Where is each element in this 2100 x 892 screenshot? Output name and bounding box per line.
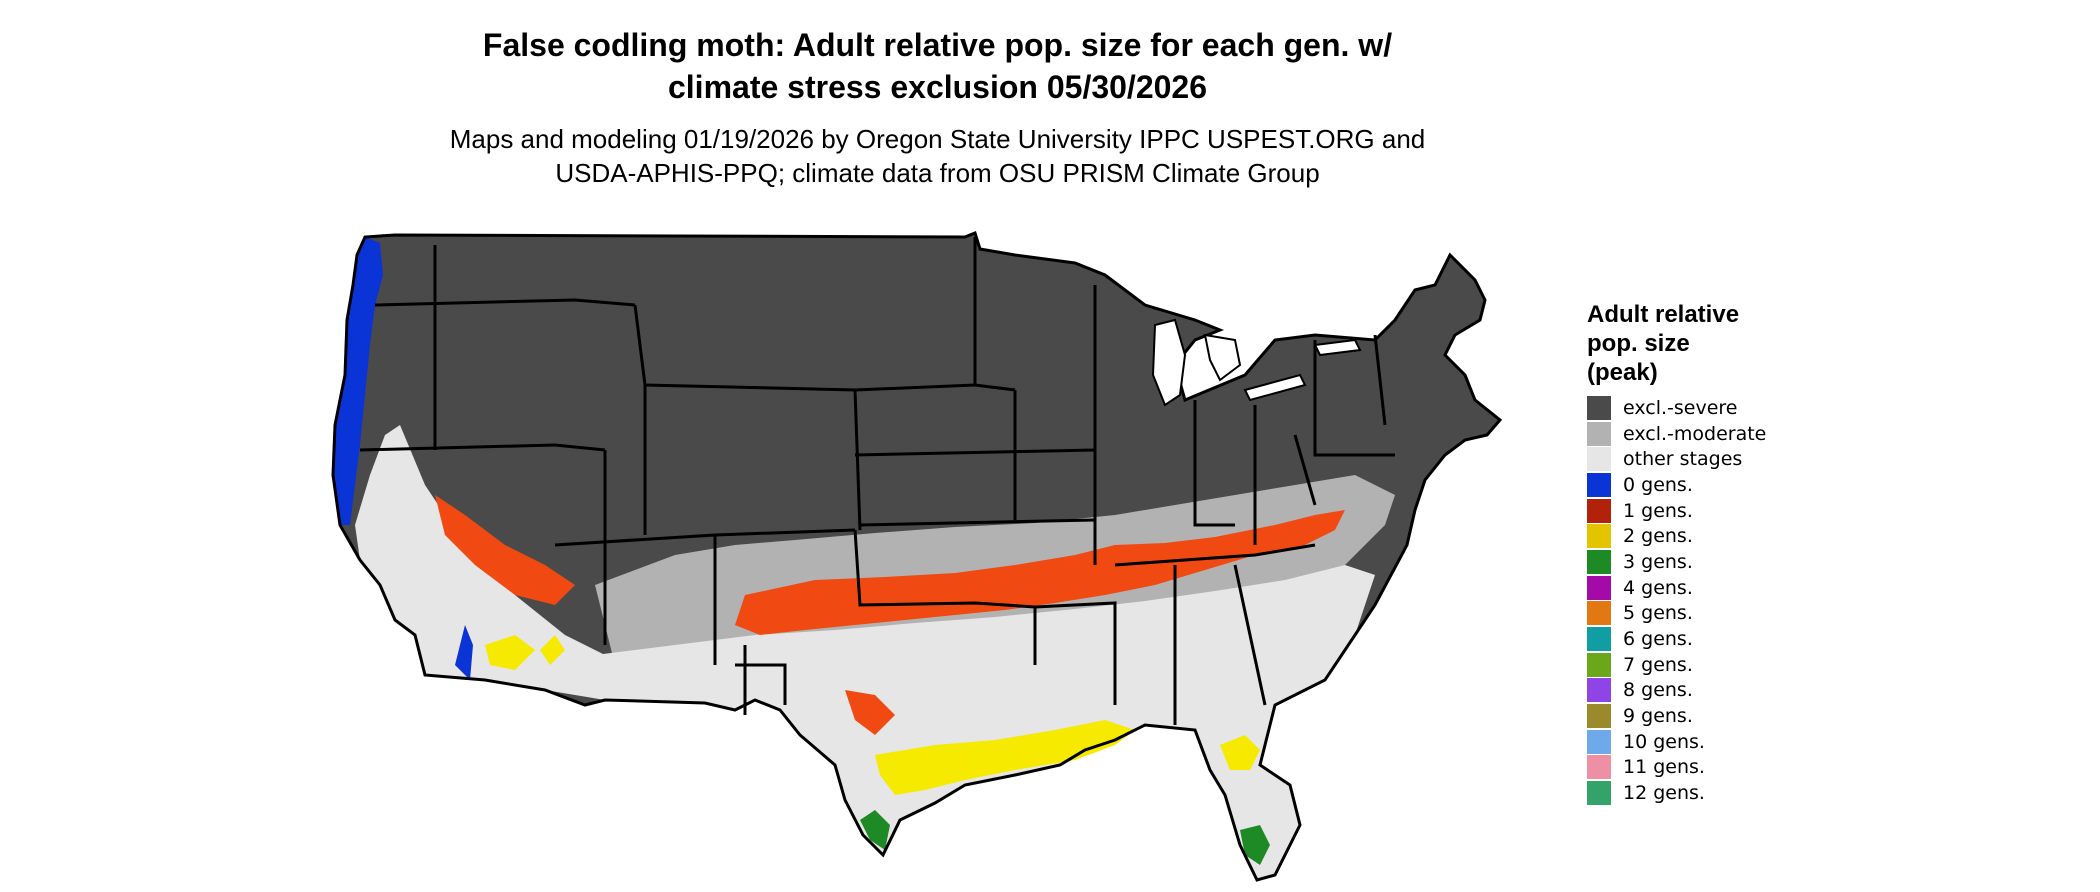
map-subtitle: Maps and modeling 01/19/2026 by Oregon S… [0,122,1875,190]
legend-swatch [1587,447,1611,472]
map-title: False codling moth: Adult relative pop. … [0,24,1875,108]
zone-2-gen-florida [1220,735,1260,770]
title-line-2: climate stress exclusion 05/30/2026 [667,69,1207,105]
legend-swatch [1587,755,1611,780]
legend-label: 7 gens. [1623,653,1693,676]
zone-3-gen-florida [1240,825,1270,865]
legend-swatch [1587,781,1611,806]
legend-title-line-2: pop. size [1587,330,1690,357]
zone-2-gen-gulf [875,720,1135,795]
legend-swatch [1587,601,1611,626]
great-lake-ontario [1313,338,1362,357]
legend-item: 8 gens. [1587,678,1766,704]
legend-label: 6 gens. [1623,628,1693,651]
legend-swatch [1587,549,1611,574]
state-borders [359,237,1395,725]
legend-item: 10 gens. [1587,729,1766,755]
legend-swatch [1587,575,1611,600]
legend-swatch [1587,498,1611,523]
legend-swatch [1587,704,1611,729]
legend-swatch [1587,421,1611,446]
legend-item: 9 gens. [1587,703,1766,729]
subtitle-line-2: USDA-APHIS-PPQ; climate data from OSU PR… [555,158,1320,188]
great-lake-michigan [1151,318,1187,407]
zone-2-gen-arizona [485,635,535,670]
legend-item: 1 gens. [1587,498,1766,524]
legend-title-line-3: (peak) [1587,359,1658,386]
zone-1-gen-texas [845,690,895,735]
legend-label: 4 gens. [1623,576,1693,599]
legend-label: other stages [1623,448,1743,471]
legend: Adult relative pop. size (peak) excl.-se… [1587,300,1766,806]
legend-swatch [1587,395,1611,420]
legend-label: 2 gens. [1623,525,1693,548]
zone-other-stages-south [595,565,1375,880]
great-lake-huron [1203,333,1242,382]
zone-3-gen-texas [860,810,890,850]
legend-label: 0 gens. [1623,473,1693,496]
subtitle-line-1: Maps and modeling 01/19/2026 by Oregon S… [449,124,1426,154]
legend-label: 9 gens. [1623,705,1693,728]
zone-1-gen-west [435,495,575,605]
zone-0-gen-sierra [455,625,473,680]
legend-label: 1 gens. [1623,499,1693,522]
legend-swatch [1587,678,1611,703]
legend-label: 8 gens. [1623,679,1693,702]
legend-swatch [1587,627,1611,652]
legend-items: excl.-severe excl.-moderate other stages 0 … [1587,395,1766,806]
zone-2-gen-sw [540,635,565,665]
great-lake-erie [1243,373,1307,402]
legend-item: 4 gens. [1587,575,1766,601]
legend-item: 2 gens. [1587,523,1766,549]
legend-item: 12 gens. [1587,780,1766,806]
legend-label: 3 gens. [1623,550,1693,573]
legend-item: excl.-severe [1587,395,1766,421]
legend-label: 12 gens. [1623,782,1705,805]
legend-label: excl.-moderate [1623,422,1767,445]
legend-item: 6 gens. [1587,626,1766,652]
legend-title: Adult relative pop. size (peak) [1587,300,1766,387]
zone-0-gen [333,237,383,525]
legend-item: 0 gens. [1587,472,1766,498]
legend-item: excl.-moderate [1587,421,1766,447]
legend-item: other stages [1587,446,1766,472]
us-map [331,231,1503,882]
legend-item: 5 gens. [1587,601,1766,627]
legend-swatch [1587,524,1611,549]
legend-swatch [1587,729,1611,754]
legend-label: excl.-severe [1623,396,1738,419]
legend-label: 5 gens. [1623,602,1693,625]
legend-item: 3 gens. [1587,549,1766,575]
legend-label: 11 gens. [1623,756,1705,779]
legend-item: 11 gens. [1587,755,1766,781]
title-line-1: False codling moth: Adult relative pop. … [482,27,1393,63]
legend-item: 7 gens. [1587,652,1766,678]
legend-swatch [1587,472,1611,497]
legend-swatch [1587,652,1611,677]
legend-title-line-1: Adult relative [1587,301,1740,328]
legend-label: 10 gens. [1623,730,1705,753]
